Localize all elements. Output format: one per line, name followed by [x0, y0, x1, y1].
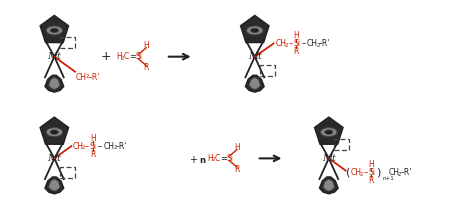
Polygon shape [40, 117, 69, 144]
Text: –R': –R' [89, 73, 100, 82]
Text: 2: 2 [317, 42, 320, 48]
Polygon shape [246, 75, 264, 92]
Text: H: H [117, 52, 122, 61]
Text: R: R [144, 63, 149, 72]
Polygon shape [319, 177, 338, 194]
Text: n: n [200, 156, 206, 165]
Ellipse shape [251, 28, 259, 33]
Text: CH: CH [72, 142, 83, 151]
Text: H: H [90, 134, 96, 143]
Ellipse shape [325, 130, 333, 134]
Ellipse shape [46, 26, 63, 35]
Text: 2: 2 [85, 74, 89, 79]
Polygon shape [45, 177, 64, 194]
Ellipse shape [46, 128, 63, 137]
Bar [335, 139, 349, 150]
Text: R: R [234, 165, 240, 174]
Text: –R': –R' [319, 39, 330, 48]
Bar [60, 37, 75, 48]
Polygon shape [45, 75, 64, 92]
Polygon shape [49, 179, 60, 191]
Ellipse shape [320, 128, 337, 137]
Text: Mt: Mt [47, 154, 61, 163]
Text: –: – [98, 142, 102, 151]
Polygon shape [49, 78, 60, 89]
Ellipse shape [50, 130, 58, 134]
Text: Mt: Mt [47, 52, 61, 61]
Text: 2: 2 [82, 145, 85, 150]
Polygon shape [315, 117, 343, 144]
Polygon shape [249, 78, 260, 89]
Text: –R': –R' [401, 168, 412, 177]
Text: C: C [123, 52, 129, 61]
Text: –: – [364, 168, 368, 177]
Polygon shape [323, 179, 335, 191]
Polygon shape [40, 15, 69, 42]
Ellipse shape [246, 26, 263, 35]
Text: Si: Si [90, 142, 97, 151]
Text: CH: CH [275, 39, 286, 48]
Text: –: – [288, 39, 292, 48]
Text: C: C [214, 154, 219, 163]
Text: R: R [90, 150, 96, 159]
Text: R: R [293, 47, 299, 56]
Text: Si: Si [293, 39, 300, 48]
Text: CH: CH [388, 168, 399, 177]
Text: CH: CH [104, 142, 115, 151]
Text: H: H [368, 160, 374, 169]
Text: –R': –R' [116, 142, 127, 151]
Text: Si: Si [226, 154, 233, 163]
Text: H: H [208, 154, 213, 163]
Text: Si: Si [135, 52, 142, 61]
Ellipse shape [50, 28, 58, 33]
Text: 2: 2 [212, 157, 215, 162]
Text: –: – [301, 39, 305, 48]
Text: n+1: n+1 [382, 176, 394, 181]
Bar [260, 65, 275, 76]
Text: (: ( [346, 168, 350, 178]
Bar [60, 167, 75, 178]
Text: H: H [143, 41, 149, 50]
Text: CH: CH [307, 39, 318, 48]
Polygon shape [240, 15, 269, 42]
Text: +: + [100, 50, 111, 63]
Text: CH: CH [76, 73, 87, 82]
Text: CH: CH [351, 168, 362, 177]
Text: Si: Si [368, 168, 375, 177]
Text: –: – [85, 142, 89, 151]
Text: 2: 2 [360, 171, 364, 177]
Text: 2: 2 [398, 171, 401, 177]
Text: H: H [293, 31, 299, 40]
Text: +: + [189, 155, 197, 165]
Text: Mt: Mt [248, 52, 262, 61]
Text: 2: 2 [113, 145, 117, 150]
Text: ): ) [376, 168, 381, 178]
Text: H: H [234, 143, 240, 152]
Text: =: = [220, 154, 227, 163]
Text: Mt: Mt [322, 154, 336, 163]
Text: 2: 2 [121, 56, 125, 61]
Text: 2: 2 [285, 42, 288, 48]
Text: =: = [129, 52, 137, 61]
Text: R: R [369, 176, 374, 185]
